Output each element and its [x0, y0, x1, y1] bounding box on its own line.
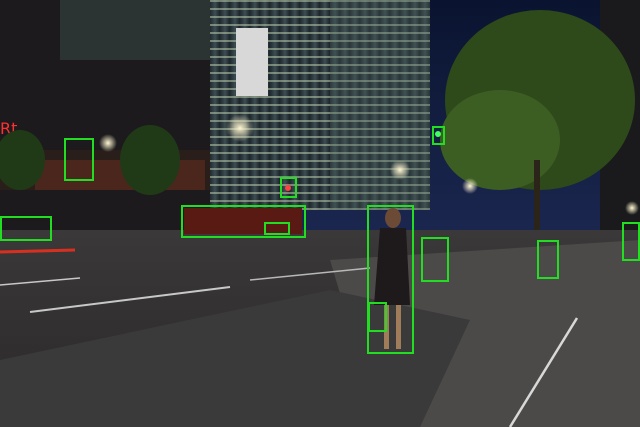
detection-box-traffic-light-3: [432, 126, 445, 145]
detection-box-car-2: [264, 222, 290, 235]
detection-box-traffic-light-1: [64, 138, 94, 181]
detection-box-handbag: [368, 302, 387, 332]
detection-box-car-1: [0, 216, 52, 241]
detection-box-bicycle-1: [421, 237, 449, 282]
detection-box-traffic-light-2: [280, 177, 297, 198]
detection-box-person-2: [622, 222, 640, 261]
detection-box-bus: [181, 205, 306, 238]
detection-box-bicycle-2: [537, 240, 559, 279]
detection-box-person-1: [367, 205, 414, 354]
